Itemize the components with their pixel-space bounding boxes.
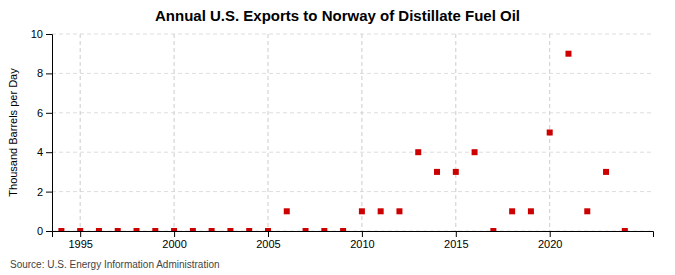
point [265, 228, 271, 231]
tick: 2000 [162, 231, 186, 250]
grid-line-x [80, 34, 81, 231]
tick-label: 2 [37, 186, 43, 198]
point [472, 149, 478, 155]
point [603, 169, 609, 175]
tick: 2010 [350, 231, 374, 250]
chart: 1995 2000 2005 2010 2015 2020 0 2 4 6 8 10 Annual U.… [0, 0, 675, 275]
point [321, 228, 327, 231]
tick-mark [550, 231, 551, 237]
tick: 1995 [68, 231, 92, 250]
point [246, 228, 252, 231]
title: Annual U.S. Exports to Norway of Distill… [155, 7, 520, 24]
point [115, 228, 121, 231]
tick-label: 2010 [350, 238, 374, 250]
grid-line-y [52, 112, 653, 113]
point [58, 228, 64, 231]
tick-label: 2020 [538, 238, 562, 250]
point [209, 228, 215, 231]
grid-line-x [174, 34, 175, 231]
tick-mark [46, 73, 52, 74]
y-axis: 0 2 4 6 8 10 [31, 28, 53, 237]
tick-label: 1995 [68, 238, 92, 250]
tick-mark [46, 152, 52, 153]
axis-line [53, 232, 654, 238]
point [227, 228, 233, 231]
grid [52, 34, 653, 231]
point [134, 228, 140, 231]
tick: 2 [37, 186, 52, 198]
point [378, 208, 384, 214]
tick-mark [174, 231, 175, 237]
point [359, 208, 365, 214]
y-axis-title: Thousand Barrels per Day [7, 68, 19, 197]
grid-line-x [361, 34, 362, 231]
point [96, 228, 102, 231]
axis-line [46, 35, 53, 232]
point [547, 130, 553, 136]
tick-label: 0 [37, 225, 43, 237]
tick-mark [46, 113, 52, 114]
point [509, 208, 515, 214]
point [152, 228, 158, 231]
point [565, 51, 571, 57]
tick: 4 [37, 146, 52, 158]
tick: 0 [37, 225, 52, 237]
tick: 8 [37, 67, 52, 79]
tick-mark [46, 231, 52, 232]
point [303, 228, 309, 231]
x-axis: 1995 2000 2005 2010 2015 2020 [53, 231, 654, 250]
point [396, 208, 402, 214]
tick-label: 8 [37, 67, 43, 79]
tick: 6 [37, 107, 52, 119]
point [171, 228, 177, 231]
point [77, 228, 83, 231]
tick-mark [80, 231, 81, 237]
point [584, 208, 590, 214]
grid-line-y [52, 152, 653, 153]
grid-line-x [455, 34, 456, 231]
tick-label: 2005 [256, 238, 280, 250]
tick-mark [46, 34, 52, 35]
tick-label: 10 [31, 28, 43, 40]
point [415, 149, 421, 155]
point [622, 228, 628, 231]
annotation: Source: U.S. Energy Information Administ… [10, 259, 220, 270]
grid-line-y [52, 34, 653, 35]
plot-area: 1995 2000 2005 2010 2015 2020 0 2 4 6 8 10 [31, 28, 654, 250]
tick: 10 [31, 28, 52, 40]
tick-label: 4 [37, 146, 43, 158]
point [434, 169, 440, 175]
point [340, 228, 346, 231]
grid-line-y [52, 73, 653, 74]
point [490, 228, 496, 231]
tick: 2015 [444, 231, 468, 250]
tick-label: 2015 [444, 238, 468, 250]
point [190, 228, 196, 231]
tick-label: 2000 [162, 238, 186, 250]
tick: 2020 [538, 231, 562, 250]
tick-mark [362, 231, 363, 237]
points [58, 51, 627, 231]
grid-line-y [52, 191, 653, 192]
point [528, 208, 534, 214]
point [284, 208, 290, 214]
tick-mark [268, 231, 269, 237]
tick-mark [456, 231, 457, 237]
tick-mark [46, 192, 52, 193]
point [453, 169, 459, 175]
grid-line-x [267, 34, 268, 231]
tick: 2005 [256, 231, 280, 250]
tick-label: 6 [37, 107, 43, 119]
